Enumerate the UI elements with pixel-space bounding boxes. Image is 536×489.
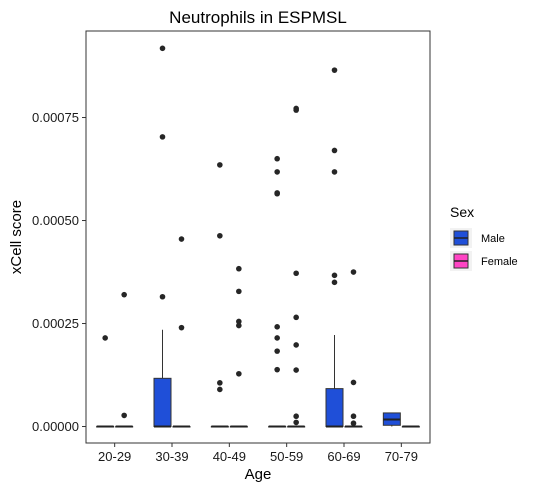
outlier-point [217, 162, 223, 168]
outlier-point [293, 342, 299, 348]
outlier-point [274, 190, 280, 196]
outlier-point [178, 236, 185, 242]
outlier-point [350, 379, 357, 386]
legend-title: Sex [450, 204, 474, 220]
box-series [96, 45, 420, 428]
box-female-40-49 [229, 265, 248, 428]
outlier-point [236, 265, 242, 272]
x-tick-label: 20-29 [98, 449, 131, 464]
plot-panel [85, 30, 431, 444]
outlier-point [331, 272, 338, 279]
outlier-point [217, 386, 223, 393]
outlier-point [217, 380, 223, 386]
outlier-point [293, 367, 299, 373]
x-axis-label: Age [245, 466, 272, 483]
outlier-point [274, 348, 280, 354]
box-body [325, 388, 344, 428]
box-male-50-59 [268, 155, 287, 428]
legend: Sex Male Female [450, 204, 518, 271]
outlier-point [217, 232, 223, 239]
box-male-30-39 [153, 45, 172, 428]
outlier-point [274, 324, 280, 330]
outlier-point [331, 169, 338, 175]
box-body [153, 377, 172, 428]
y-tick-label: 0.00075 [32, 110, 79, 125]
outlier-point [159, 134, 166, 140]
outlier-point [121, 291, 127, 298]
box-female-30-39 [172, 236, 191, 428]
outlier-point [236, 288, 242, 295]
legend-label: Male [481, 233, 505, 245]
outlier-point [293, 314, 299, 321]
y-axis: 0.00000 0.00025 0.00050 0.00075 [32, 110, 86, 434]
x-axis: 20-29 30-39 40-49 50-59 60-69 70-79 [98, 443, 418, 464]
box-female-70-79 [401, 425, 420, 428]
box-female-20-29 [115, 291, 134, 428]
outlier-point [274, 169, 280, 175]
y-tick-label: 0.00050 [32, 213, 79, 228]
outlier-point [331, 67, 338, 73]
box-female-50-59 [287, 105, 306, 428]
chart-title: Neutrophils in ESPMSL [169, 8, 347, 27]
y-tick-label: 0.00000 [32, 419, 79, 434]
outlier-point [236, 318, 242, 325]
box-male-70-79 [382, 412, 401, 427]
outlier-point [350, 420, 357, 427]
outlier-point [331, 279, 338, 286]
legend-items: Male Female [450, 228, 518, 271]
outlier-point [293, 413, 299, 420]
x-tick-label: 60-69 [327, 449, 360, 464]
outlier-point [293, 270, 299, 277]
box-female-60-69 [344, 269, 363, 428]
legend-item-female: Female [450, 251, 518, 271]
outlier-point [274, 155, 280, 162]
outlier-point [274, 335, 280, 341]
outlier-point [178, 324, 185, 331]
outlier-point [159, 45, 166, 52]
outlier-point [121, 412, 127, 419]
legend-label: Female [481, 256, 518, 268]
x-tick-label: 70-79 [385, 449, 418, 464]
outlier-point [293, 105, 299, 112]
outlier-point [331, 147, 338, 154]
box-male-20-29 [96, 335, 115, 428]
outlier-point [293, 419, 299, 426]
outlier-point [236, 322, 242, 329]
box-male-40-49 [210, 162, 229, 428]
outlier-point [159, 293, 166, 300]
outlier-point [274, 366, 280, 373]
x-tick-label: 30-39 [155, 449, 188, 464]
box-male-60-69 [325, 67, 344, 428]
y-axis-label: xCell score [8, 200, 25, 274]
legend-item-male: Male [450, 228, 505, 248]
outlier-point [236, 370, 242, 377]
outlier-point [102, 335, 108, 341]
outlier-point [350, 269, 357, 275]
x-tick-label: 50-59 [270, 449, 303, 464]
outlier-point [350, 413, 357, 420]
y-tick-label: 0.00025 [32, 316, 79, 331]
x-tick-label: 40-49 [213, 449, 246, 464]
